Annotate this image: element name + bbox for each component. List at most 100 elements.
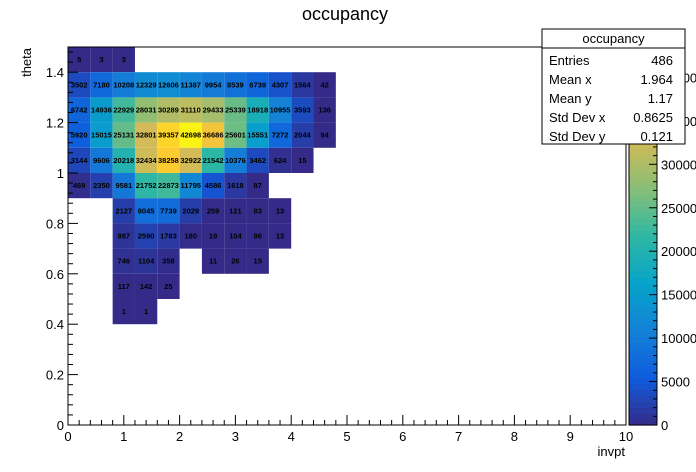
- cell-value-label: 6739: [249, 80, 266, 89]
- heatmap-cell: [134, 223, 158, 249]
- palette-segment: [629, 365, 657, 373]
- chart-title: occupancy: [302, 4, 388, 24]
- cell-value-label: 3144: [71, 156, 89, 165]
- y-tick-label: 0: [57, 418, 64, 433]
- palette-segment: [629, 377, 657, 385]
- palette-segment: [629, 176, 657, 184]
- cell-value-label: 2127: [115, 206, 132, 215]
- heatmap-cell: [291, 97, 314, 123]
- palette-segment: [629, 271, 657, 278]
- cell-value-label: 2044: [294, 131, 312, 140]
- cell-value-label: 5: [77, 55, 81, 64]
- cell-value-label: 1783: [160, 232, 177, 241]
- palette-segment: [629, 182, 657, 190]
- cell-value-label: 104: [229, 232, 242, 241]
- cell-value-label: 39357: [158, 131, 179, 140]
- heatmap-cell: [179, 198, 202, 224]
- heatmap-cell: [246, 97, 269, 123]
- palette-segment: [629, 360, 657, 367]
- axes: 0 1 2 3 4 5 6 7 8 9 10 0 0.2 0.4 0.6 0.8 1 1.2 1.4: [46, 46, 633, 444]
- heatmap-cell: [201, 122, 225, 148]
- heatmap-cell: [112, 248, 135, 274]
- palette-segment: [629, 336, 657, 343]
- heatmap-cell: [291, 122, 314, 148]
- cell-value-label: 21752: [136, 181, 157, 190]
- x-tick-label: 3: [232, 429, 239, 444]
- palette-segment: [629, 330, 657, 338]
- x-axis-label: invpt: [598, 444, 626, 459]
- heatmap-cell: [313, 72, 336, 98]
- cell-value-label: 21542: [203, 156, 224, 165]
- heatmap-cell: [179, 147, 202, 173]
- palette-segment: [629, 419, 657, 426]
- palette-segment: [629, 253, 657, 261]
- palette-segment: [629, 218, 657, 225]
- heatmap-cell: [157, 223, 180, 249]
- heatmap-cell: [112, 147, 135, 173]
- heatmap-cell: [157, 273, 180, 299]
- heatmap-cell: [201, 97, 225, 123]
- cell-value-label: 987: [118, 232, 131, 241]
- cell-value-label: 4307: [272, 80, 289, 89]
- palette-segment: [629, 413, 657, 420]
- palette-segment: [629, 342, 657, 349]
- cell-value-label: 3593: [294, 106, 311, 115]
- palette-segment: [629, 212, 657, 219]
- heatmap-cell: [201, 147, 225, 173]
- palette-segment: [629, 354, 657, 361]
- cell-value-label: 259: [207, 206, 220, 215]
- cell-value-label: 358: [162, 257, 175, 266]
- cell-value-label: 83: [254, 206, 262, 215]
- cell-value-label: 26: [231, 257, 239, 266]
- heatmap-cell: [291, 147, 314, 173]
- cell-value-label: 25601: [225, 131, 246, 140]
- heatmap-cell: [201, 248, 225, 274]
- x-tick-label: 10: [619, 429, 633, 444]
- palette-segment: [629, 241, 657, 249]
- heatmap-cell: [268, 72, 292, 98]
- heatmap-cell: [90, 173, 113, 199]
- cell-value-label: 8045: [138, 206, 155, 215]
- heatmap-cell: [268, 97, 292, 123]
- y-tick-label: 0.8: [46, 216, 64, 231]
- y-tick-label: 1.2: [46, 116, 64, 131]
- heatmap-cell: [112, 273, 135, 299]
- heatmap-cell: [68, 147, 91, 173]
- heatmap-cell: [224, 147, 247, 173]
- heatmap-cell: [157, 248, 180, 274]
- y-tick-label: 1: [57, 166, 64, 181]
- cell-value-label: 12606: [158, 80, 179, 89]
- heatmap-cell: [157, 97, 180, 123]
- cell-value-label: 11387: [181, 80, 201, 89]
- cell-value-label: 3462: [249, 156, 266, 165]
- heatmap-cell: [246, 147, 269, 173]
- cell-value-label: 87: [254, 181, 262, 190]
- cell-value-label: 7739: [160, 206, 177, 215]
- palette-segment: [629, 206, 657, 213]
- heatmap-cell: [246, 248, 269, 274]
- y-tick-label: 1.4: [46, 65, 64, 80]
- heatmap-cell: [134, 173, 158, 199]
- cell-value-label: 25131: [113, 131, 134, 140]
- cell-value-label: 3: [122, 55, 126, 64]
- heatmap-cell: [246, 122, 269, 148]
- cell-value-label: 3: [99, 55, 103, 64]
- palette-segment: [629, 306, 657, 314]
- heatmap-cell: [112, 299, 135, 325]
- heatmap-cell: [224, 248, 247, 274]
- cell-value-label: 13: [276, 206, 284, 215]
- cell-value-label: 10208: [113, 80, 134, 89]
- heatmap-cell: [90, 97, 113, 123]
- palette-tick-label: 5000: [661, 375, 690, 390]
- cell-value-label: 10376: [225, 156, 246, 165]
- cell-value-label: 9581: [115, 181, 132, 190]
- heatmap-cell: [90, 147, 113, 173]
- heatmap-cell: [201, 198, 225, 224]
- x-tick-label: 1: [120, 429, 127, 444]
- cell-value-label: 13: [276, 232, 284, 241]
- palette-segment: [629, 247, 657, 255]
- heatmap-cell: [134, 273, 158, 299]
- heatmap-cell: [268, 147, 292, 173]
- cell-value-label: 1564: [294, 80, 312, 89]
